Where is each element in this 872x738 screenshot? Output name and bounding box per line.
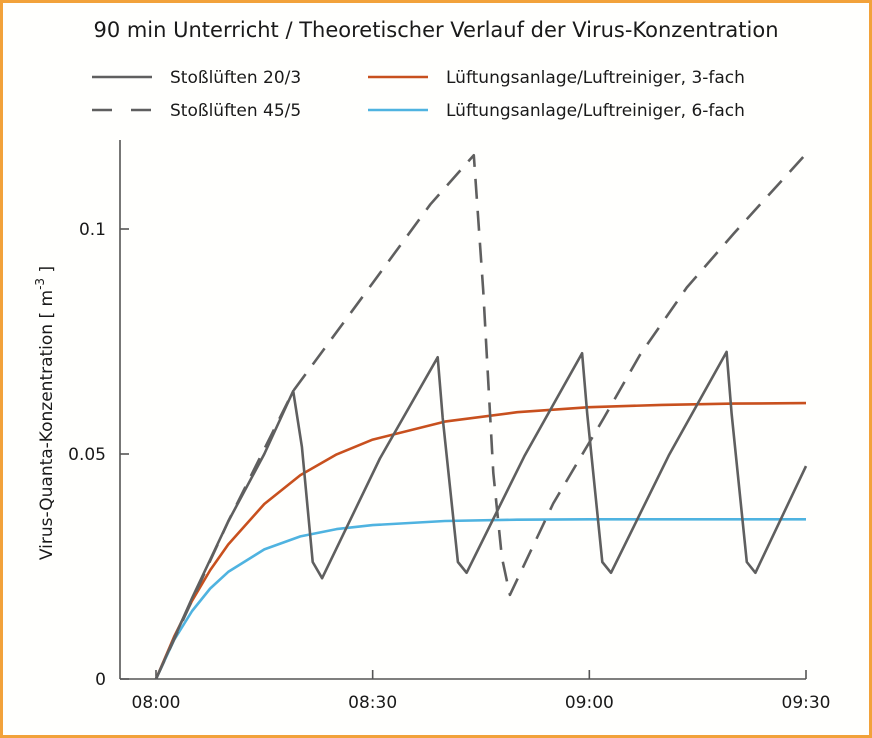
y-axis-label-end: ]: [37, 266, 57, 278]
x-tick-label: 09:00: [565, 693, 614, 713]
x-tick-label: 09:30: [782, 693, 831, 713]
chart: 90 min Unterricht / Theoretischer Verlau…: [33, 18, 831, 713]
legend-label-1: Stoßlüften 20/3: [170, 68, 301, 88]
y-axis-label: Virus-Quanta-Konzentration [ m-3 ]: [33, 266, 57, 560]
y-axis-label-superscript: -3: [33, 278, 47, 290]
x-tick-label: 08:00: [132, 693, 181, 713]
legend-label-3: Lüftungsanlage/Luftreiniger, 3-fach: [446, 68, 745, 88]
series-line-3: [154, 401, 807, 680]
legend: Stoßlüften 20/3 Stoßlüften 45/5 Lüftungsan…: [92, 68, 745, 121]
chart-title: 90 min Unterricht / Theoretischer Verlau…: [93, 18, 778, 42]
legend-label-4: Lüftungsanlage/Luftreiniger, 6-fach: [446, 101, 745, 121]
y-axis-label-main: Virus-Quanta-Konzentration [ m: [37, 290, 57, 560]
y-tick-label: 0.1: [79, 220, 106, 240]
y-tick-label: 0: [95, 670, 106, 690]
legend-label-2: Stoßlüften 45/5: [170, 101, 301, 121]
y-tick-label: 0.05: [68, 445, 106, 465]
series-line-2: [154, 153, 807, 680]
x-tick-label: 08:30: [348, 693, 397, 713]
series-lines: [154, 153, 808, 680]
axis-ticks: 08:00 08:30 09:00 09:30 0 0.05 0.1: [68, 220, 830, 713]
